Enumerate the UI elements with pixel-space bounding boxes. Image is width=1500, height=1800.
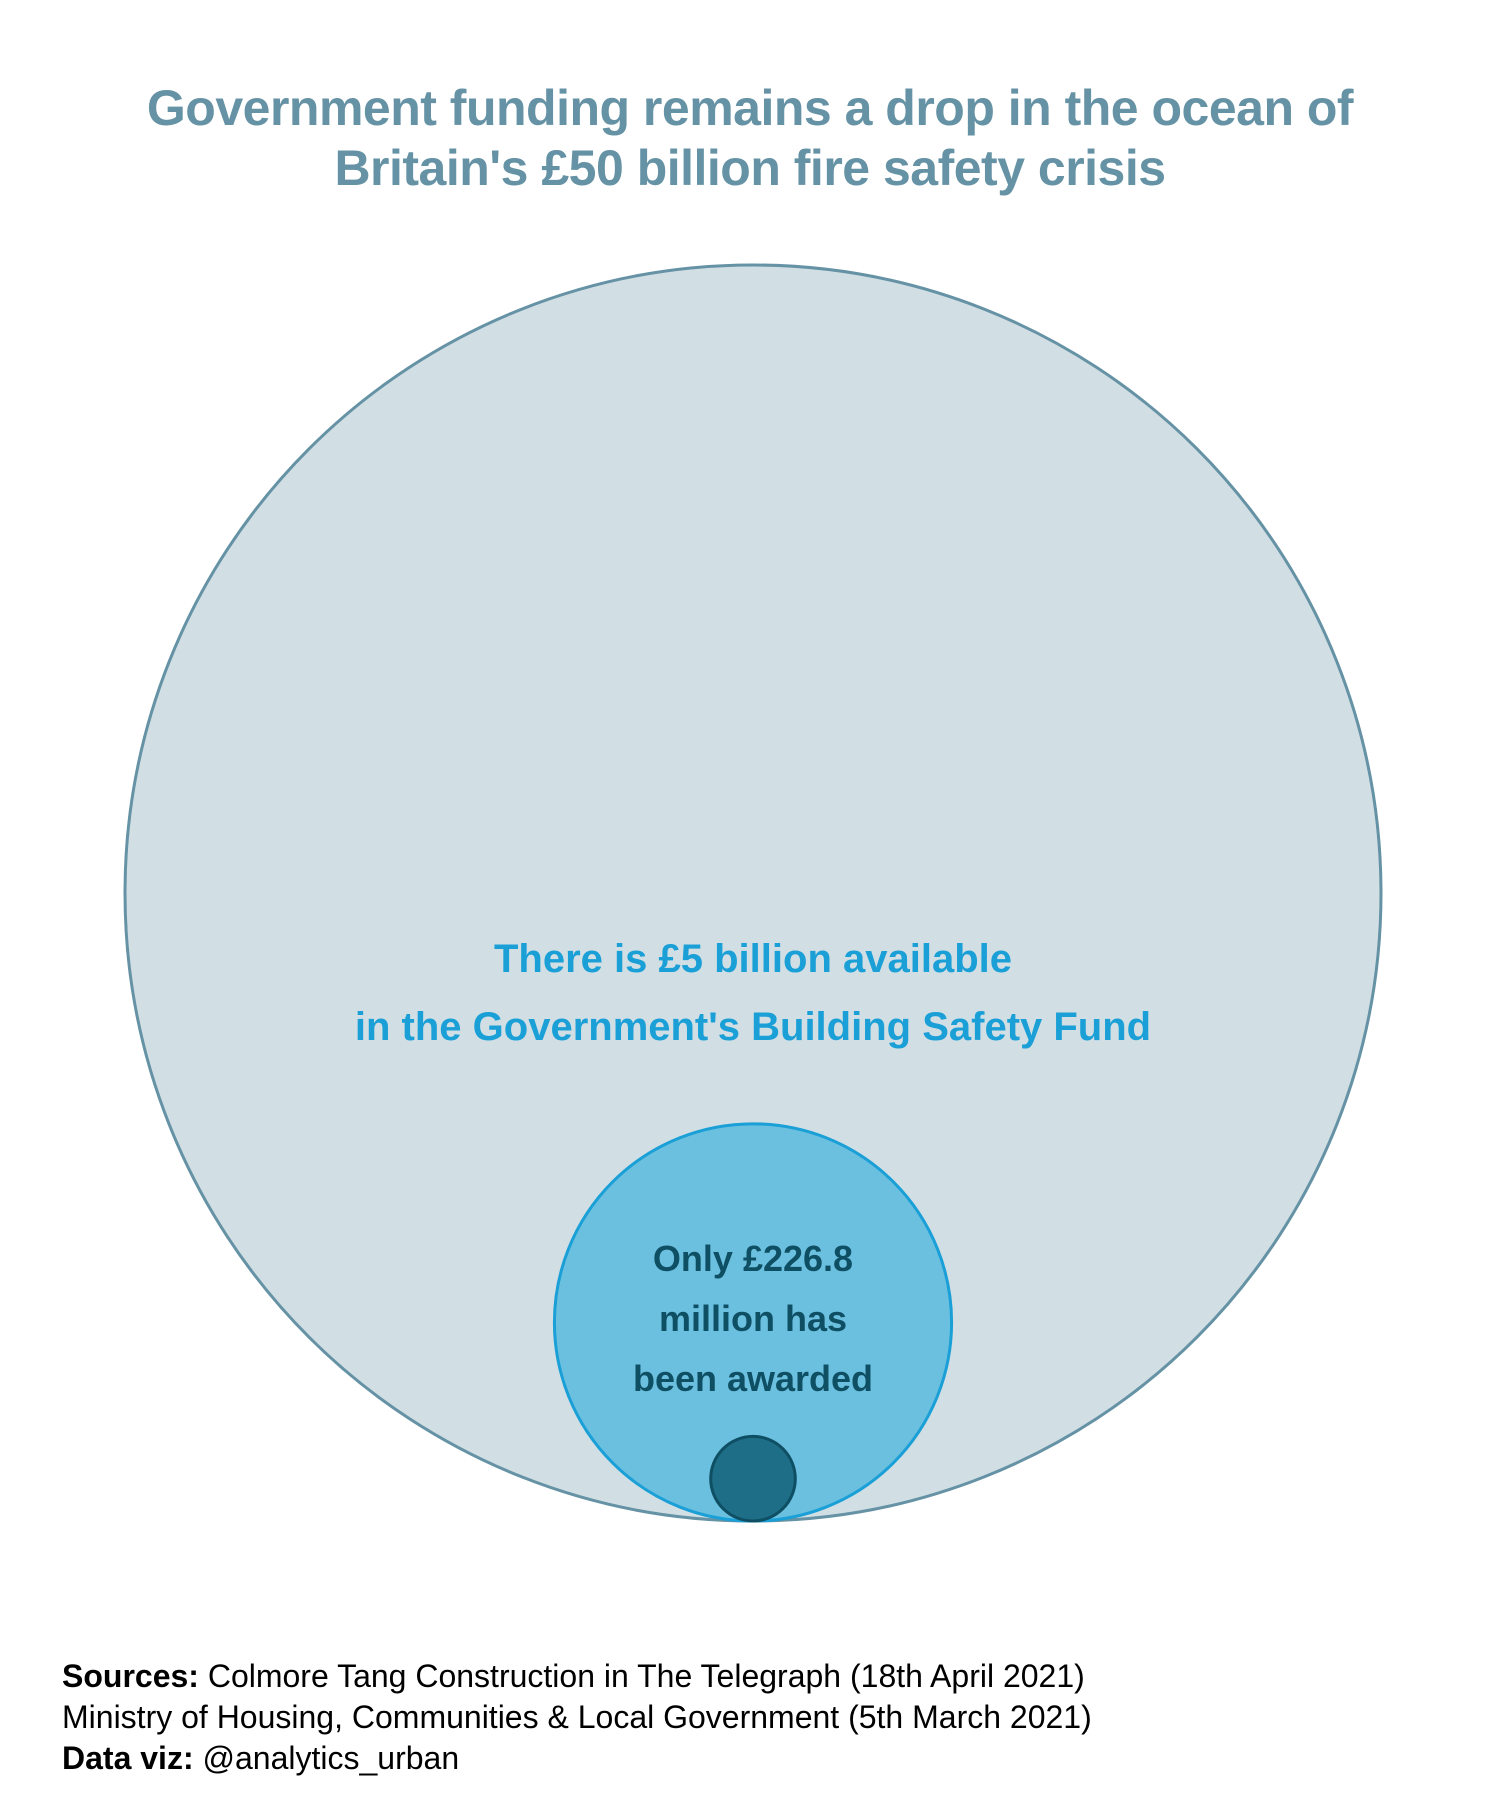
bubble-awarded: [709, 1434, 797, 1523]
dataviz-handle: @analytics_urban: [202, 1740, 460, 1776]
fund-label-line-1: There is £5 billion available: [494, 937, 1012, 981]
sources-line-2: Ministry of Housing, Communities & Local…: [62, 1697, 1092, 1738]
sources-line-1: Sources: Colmore Tang Construction in Th…: [62, 1656, 1092, 1697]
fund-label-line-2: in the Government's Building Safety Fund: [355, 1005, 1151, 1049]
awarded-label-line-1: Only £226.8: [653, 1238, 853, 1279]
sources-label: Sources:: [62, 1658, 199, 1694]
awarded-label-line-3: been awarded: [633, 1358, 873, 1399]
awarded-label-line-2: million has: [659, 1298, 847, 1339]
footer: Sources: Colmore Tang Construction in Th…: [62, 1656, 1092, 1779]
chart-title-line-1: Government funding remains a drop in the…: [146, 80, 1354, 136]
dataviz-line: Data viz: @analytics_urban: [62, 1738, 1092, 1779]
chart-title-line-2: Britain's £50 billion fire safety crisis: [334, 140, 1166, 196]
sources-text-2: Ministry of Housing, Communities & Local…: [62, 1699, 1092, 1735]
dataviz-label: Data viz:: [62, 1740, 194, 1776]
sources-text-1: Colmore Tang Construction in The Telegra…: [207, 1658, 1085, 1694]
chart-title: Government funding remains a drop in the…: [0, 78, 1500, 198]
